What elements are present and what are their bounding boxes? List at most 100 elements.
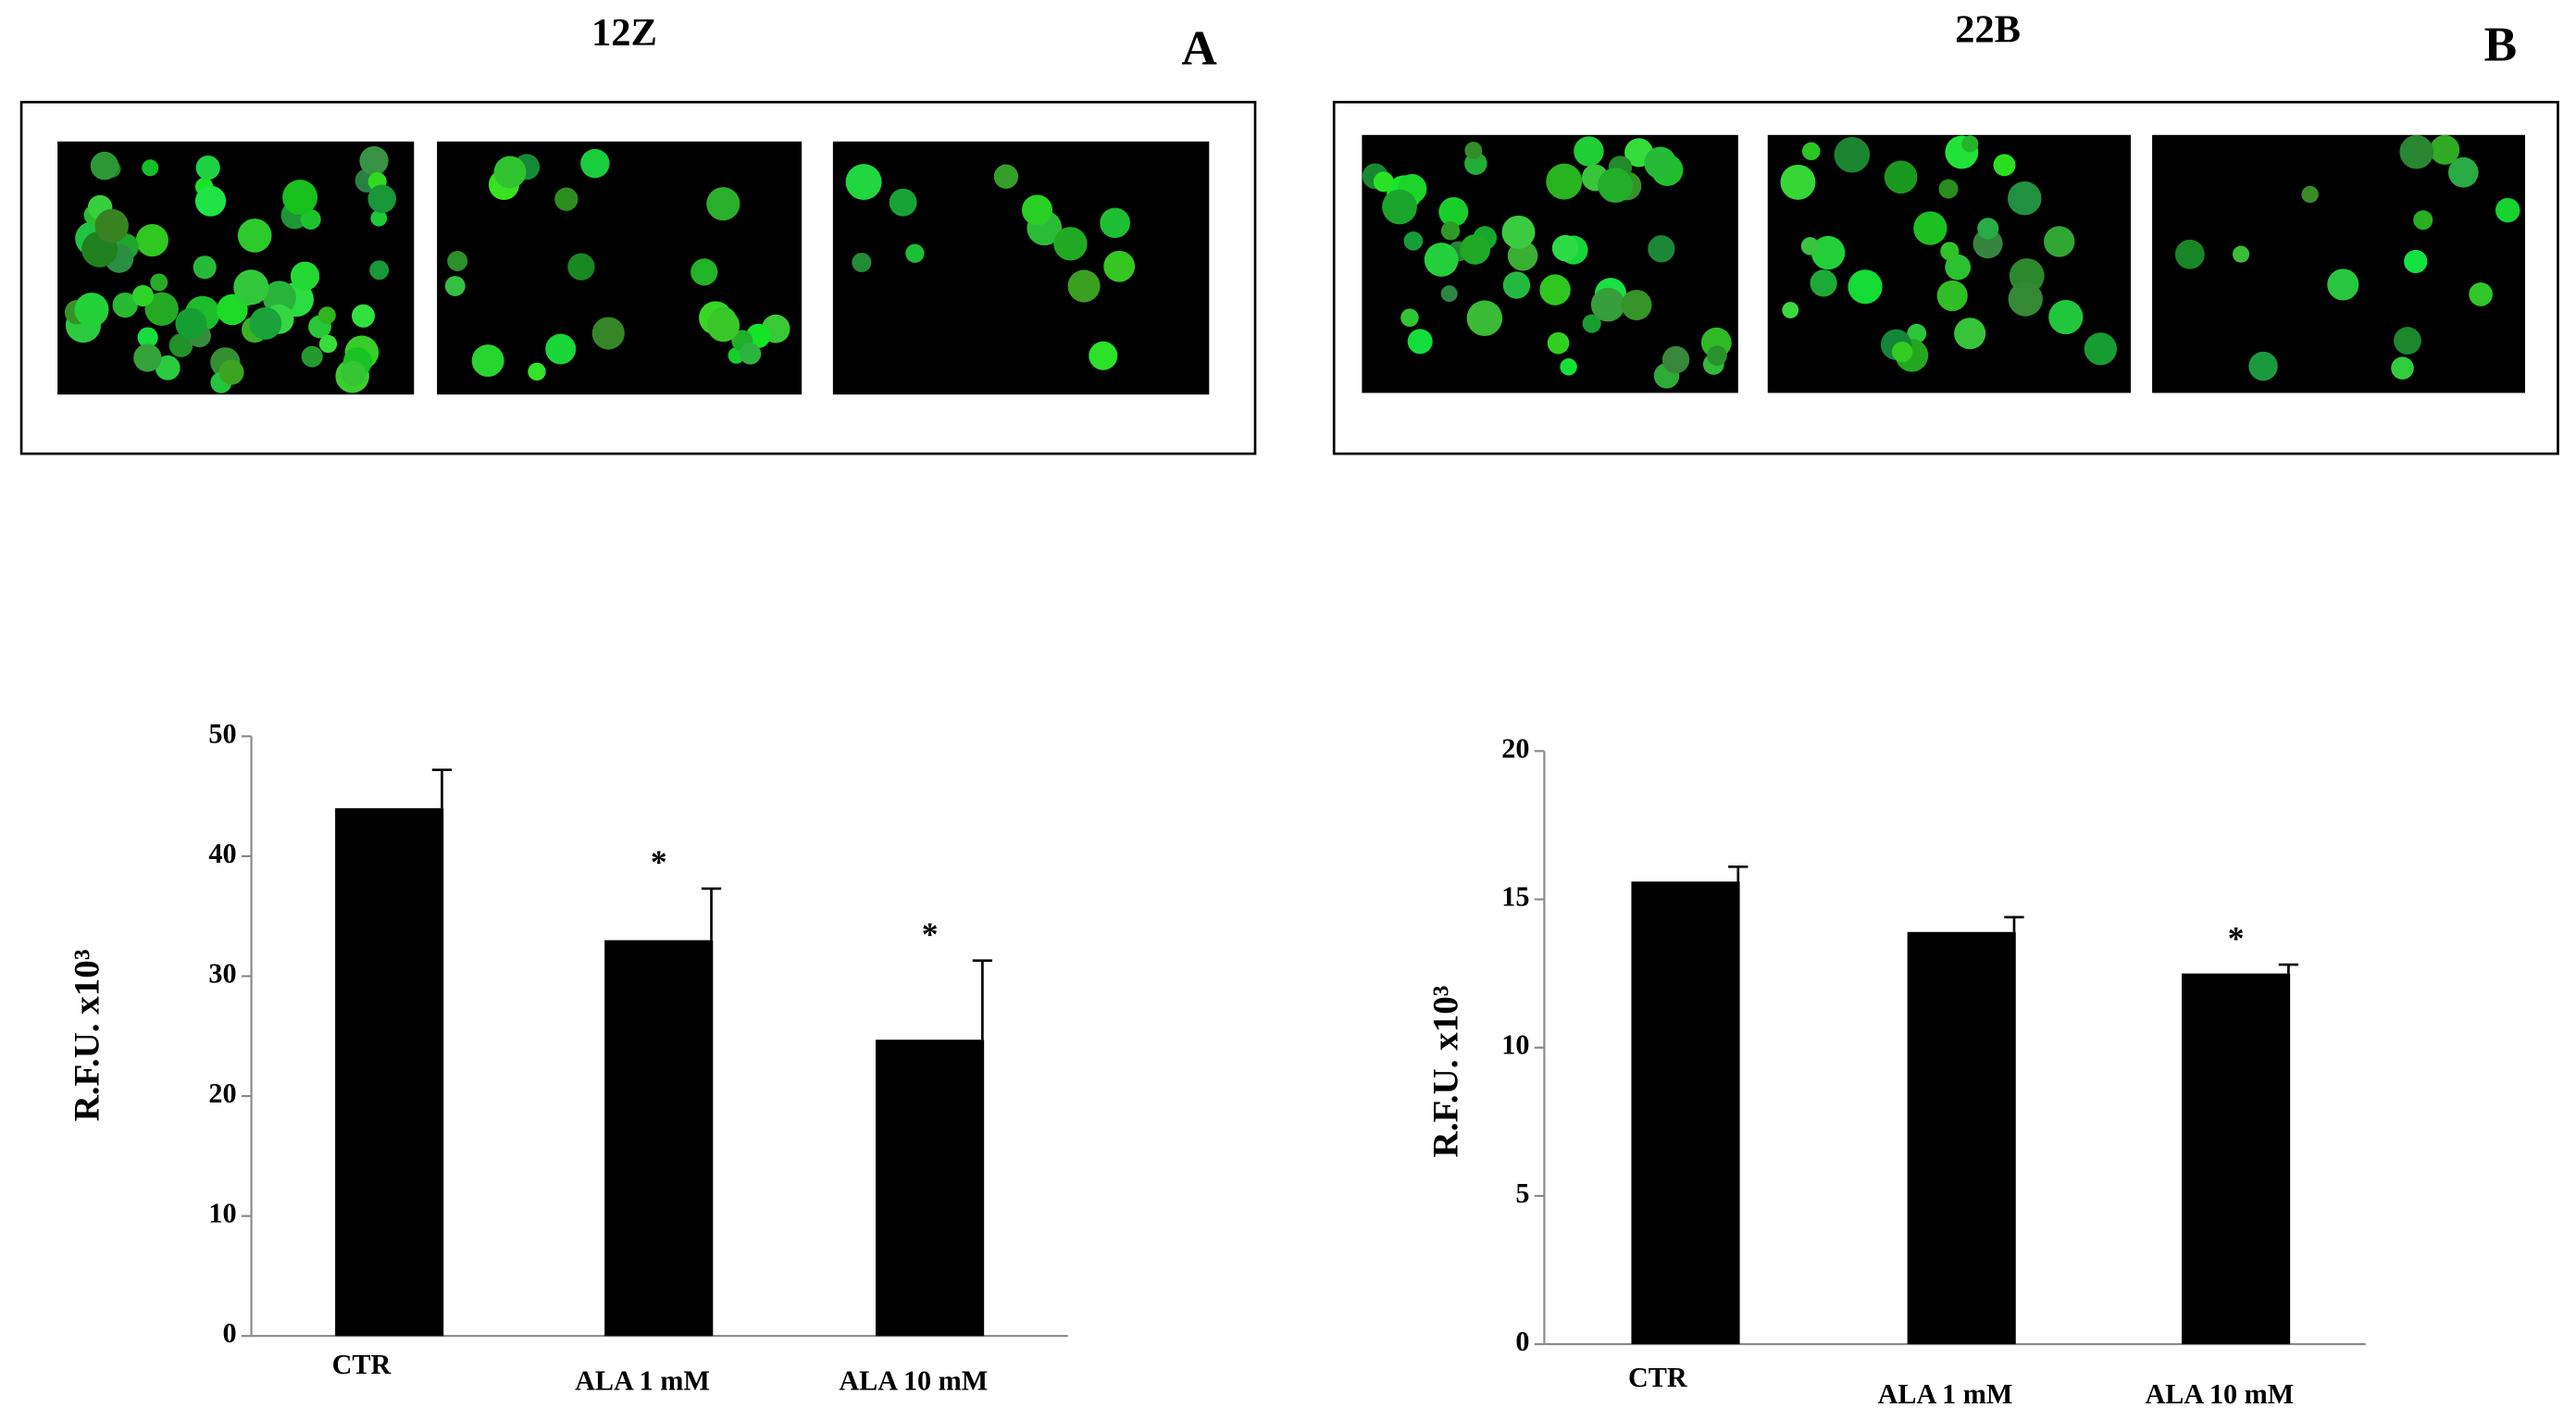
cell <box>341 360 367 386</box>
cell <box>471 344 504 378</box>
micrograph <box>832 141 1210 395</box>
cell <box>1936 280 1968 312</box>
cell <box>1466 300 1503 337</box>
bar <box>2182 973 2291 1345</box>
cell <box>493 156 527 189</box>
y-axis-label: R.F.U. x10³ <box>68 949 107 1121</box>
bar <box>876 1040 985 1337</box>
cell <box>2495 197 2520 223</box>
cell <box>1438 196 1469 227</box>
cell <box>1067 269 1101 303</box>
cell <box>1403 231 1424 251</box>
cell <box>580 148 610 179</box>
x-tick-label: ALA 1 mM <box>575 1365 710 1397</box>
cell <box>301 345 323 367</box>
cell <box>1539 274 1571 305</box>
cell <box>1913 211 1948 245</box>
cell <box>1884 160 1918 194</box>
cell <box>2469 282 2493 306</box>
cell <box>1590 287 1625 322</box>
cell <box>993 164 1019 189</box>
cell <box>1440 285 1458 303</box>
cell <box>1961 135 1979 153</box>
cell <box>1424 243 1459 277</box>
y-tick-label: 20 <box>208 1077 236 1109</box>
y-tick-label: 30 <box>208 957 236 989</box>
y-tick-label: 10 <box>208 1198 236 1229</box>
error-bar <box>2278 963 2299 974</box>
cell <box>2084 332 2117 366</box>
cell <box>1551 234 1579 262</box>
cell <box>318 334 338 354</box>
cell <box>545 333 577 365</box>
significance-mark: * <box>922 916 939 953</box>
cell <box>706 309 740 343</box>
cell <box>133 343 162 372</box>
y-tick-label: 0 <box>1515 1326 1529 1357</box>
cell <box>2430 134 2460 165</box>
cell <box>1460 234 1491 265</box>
cell <box>1574 136 1604 167</box>
y-tick-label: 40 <box>208 838 236 869</box>
cell <box>300 208 321 230</box>
cell <box>1407 329 1433 355</box>
cell <box>1945 254 1972 280</box>
error-bar <box>431 768 453 809</box>
cell <box>1621 290 1652 321</box>
image-frame <box>19 100 1257 455</box>
cell <box>1940 242 1960 261</box>
cell <box>137 327 158 348</box>
cell <box>135 224 168 257</box>
cell <box>195 156 220 181</box>
cell <box>2394 327 2421 355</box>
chart-title: 22B <box>1955 8 2021 52</box>
cell <box>233 269 269 305</box>
cell <box>1848 269 1883 305</box>
cell <box>1977 218 1999 240</box>
cell <box>1501 215 1536 249</box>
cell <box>131 285 154 307</box>
cell <box>447 250 468 271</box>
x-tick-label: CTR <box>332 1349 392 1380</box>
bar <box>1631 881 1740 1345</box>
cell <box>168 333 193 357</box>
cell <box>237 218 272 253</box>
cell <box>1053 227 1088 261</box>
cell <box>1782 302 1799 318</box>
cell <box>1644 146 1677 180</box>
cell <box>150 273 168 292</box>
cell <box>94 208 129 243</box>
cell <box>2404 249 2428 274</box>
cell <box>262 280 296 315</box>
y-tick-label: 20 <box>1501 732 1529 764</box>
cell <box>1021 194 1053 226</box>
error-bar <box>701 887 722 940</box>
cell <box>1400 308 1419 328</box>
cell <box>1707 345 1727 367</box>
cell <box>282 180 318 216</box>
chart-title: 12Z <box>591 11 657 55</box>
cell <box>370 209 388 227</box>
cell <box>193 255 217 280</box>
cell <box>554 187 579 211</box>
cell <box>2232 245 2250 263</box>
cell <box>290 261 320 291</box>
cell <box>112 292 138 318</box>
cell <box>2043 226 2075 257</box>
cell <box>351 304 376 328</box>
cell <box>444 276 466 297</box>
y-tick-label: 10 <box>1501 1029 1529 1061</box>
cell <box>2174 239 2205 269</box>
x-tick-label: ALA 1 mM <box>1878 1378 2013 1410</box>
cell <box>2301 185 2319 204</box>
cell <box>1891 341 1913 363</box>
cell <box>1648 235 1675 263</box>
cell <box>1801 142 1821 161</box>
cell <box>1800 237 1820 255</box>
cell <box>691 258 718 286</box>
cell <box>2399 134 2434 169</box>
cell <box>1810 269 1837 297</box>
cell <box>90 151 119 181</box>
significance-mark: * <box>651 843 667 880</box>
cell <box>1954 318 1986 350</box>
